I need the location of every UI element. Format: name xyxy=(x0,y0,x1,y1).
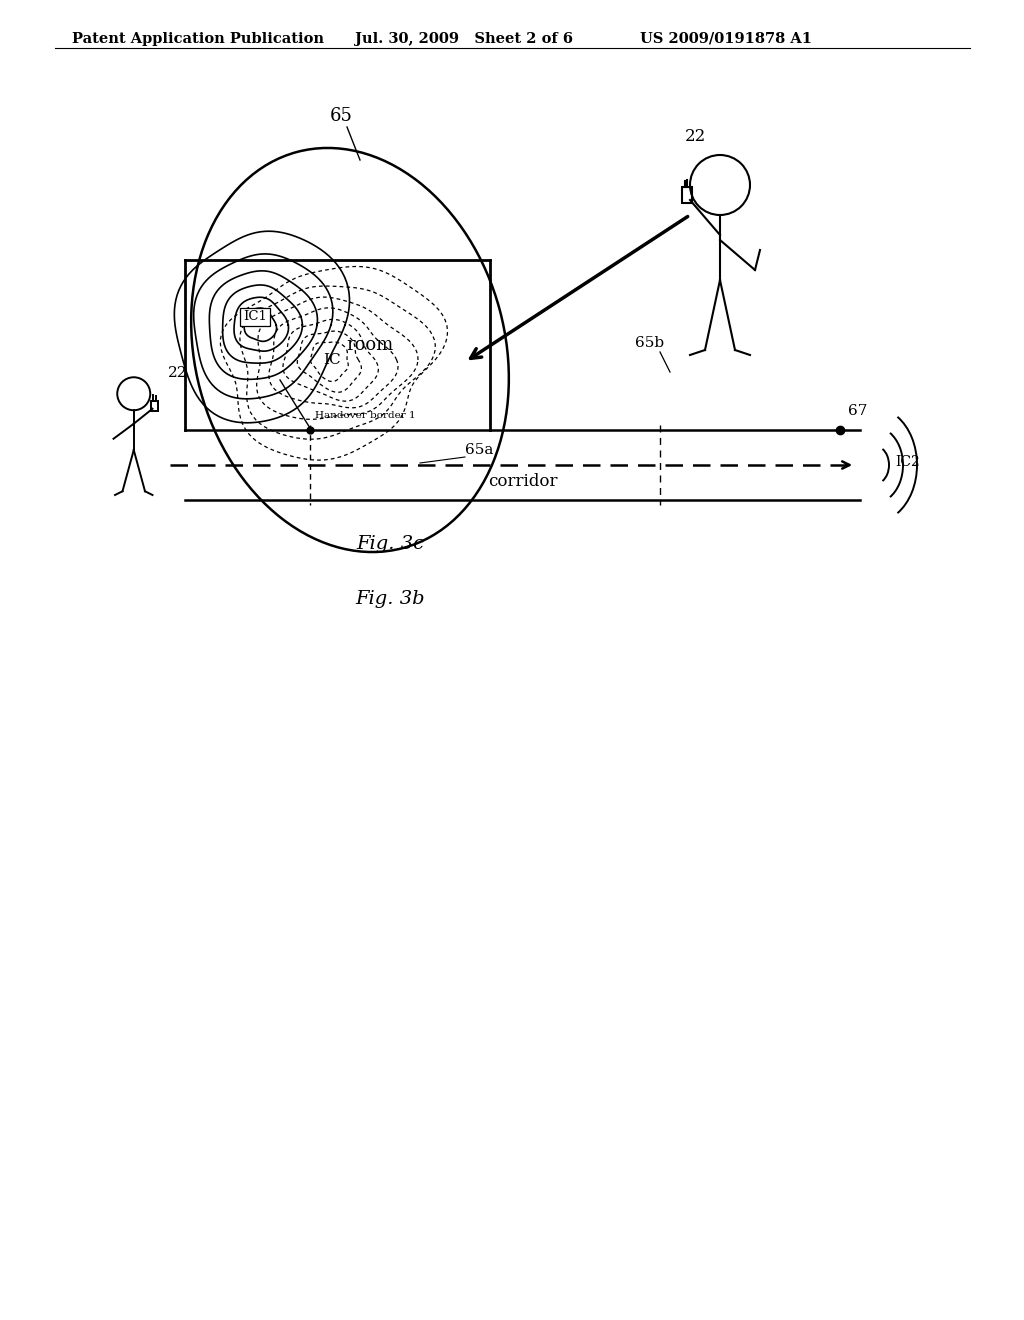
Text: 65b: 65b xyxy=(636,337,665,350)
Text: IC2: IC2 xyxy=(895,455,920,469)
Text: room: room xyxy=(346,337,393,354)
Text: 65a: 65a xyxy=(465,444,494,457)
Text: Jul. 30, 2009   Sheet 2 of 6: Jul. 30, 2009 Sheet 2 of 6 xyxy=(355,32,573,46)
Text: Handover border 1: Handover border 1 xyxy=(315,411,416,420)
Text: 65: 65 xyxy=(330,107,353,125)
Text: 22: 22 xyxy=(168,366,187,380)
Text: Patent Application Publication: Patent Application Publication xyxy=(72,32,324,46)
Text: 22: 22 xyxy=(685,128,707,145)
Text: corridor: corridor xyxy=(487,474,557,491)
Text: Fig. 3c: Fig. 3c xyxy=(356,535,424,553)
Bar xyxy=(682,187,692,203)
Text: 67: 67 xyxy=(848,404,867,418)
Bar xyxy=(151,401,158,411)
Text: US 2009/0191878 A1: US 2009/0191878 A1 xyxy=(640,32,812,46)
Text: IC1: IC1 xyxy=(243,310,267,323)
Text: Fig. 3b: Fig. 3b xyxy=(355,590,425,609)
Text: IC: IC xyxy=(324,352,341,367)
